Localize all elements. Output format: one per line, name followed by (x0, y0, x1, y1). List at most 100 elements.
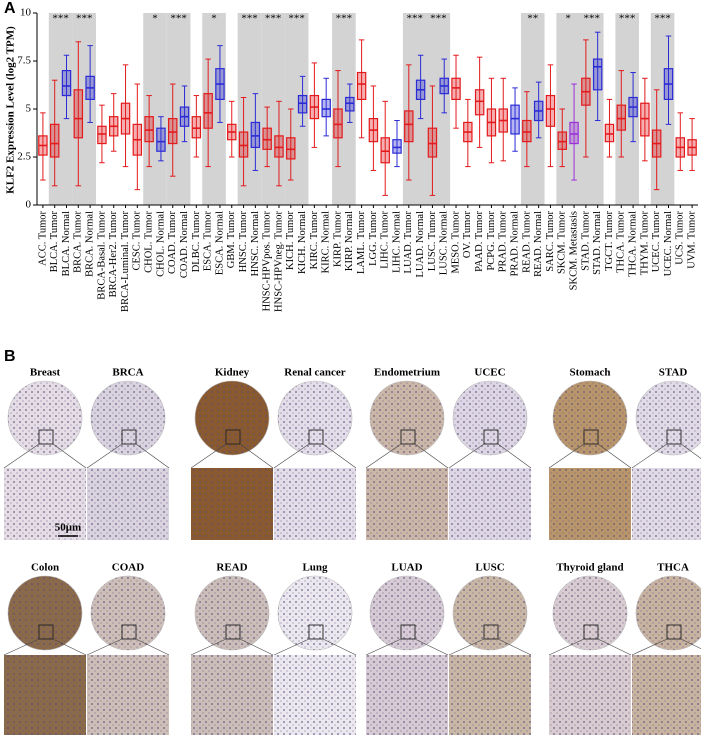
tissue-texture (91, 576, 165, 650)
x-tick-label: BRCA-Her2. Tumor (108, 211, 119, 298)
zoom-connector (3, 443, 40, 469)
x-tick-label: PRAD. Tumor (498, 211, 509, 273)
box (451, 77, 461, 100)
x-tick-label: KIRP. Tumor (332, 211, 343, 268)
x-tick-label: UCS. Tumor (675, 211, 686, 265)
x-tick-label: UCEC. Tumor (651, 211, 662, 273)
box (168, 117, 178, 145)
y-tick-label: 7.5 (17, 55, 31, 67)
scale-bar-label: 50μm (55, 522, 81, 534)
box (144, 116, 154, 143)
zoom-box (225, 624, 241, 640)
zoom-box (666, 429, 682, 445)
significance-shade (48, 13, 73, 205)
zoom-box (666, 624, 682, 640)
tissue-label: Renal cancer (284, 367, 346, 379)
box (274, 135, 284, 158)
box (545, 94, 556, 127)
zoom-texture (87, 655, 169, 735)
x-tick-label: READ. Normal (533, 211, 544, 277)
x-tick-label: HNSC-HPVneg. Tumor (273, 211, 284, 312)
zoom-connector (631, 443, 668, 469)
x-tick-label: BLCA. Normal (61, 211, 72, 276)
x-tick-label: HNSC-HPVpos. Tumor (262, 211, 273, 312)
x-tick-label: HNSC. Tumor (238, 211, 249, 273)
zoom-connector (190, 638, 227, 656)
x-tick-label: CHOL. Normal (155, 211, 166, 277)
x-tick-label: UVM. Tumor (687, 211, 698, 269)
box (404, 110, 414, 143)
tissue-texture (195, 576, 269, 650)
zoom-connector (414, 443, 449, 469)
zoom-connector (497, 638, 532, 656)
x-tick-label: COAD. Tumor (167, 211, 178, 275)
x-tick-label: BRCA-Luminal. Tumor (120, 210, 131, 311)
zoom-texture (449, 468, 531, 540)
x-tick-label: ESCA. Tumor (203, 210, 214, 271)
zoom-box (583, 624, 599, 640)
box (49, 123, 60, 158)
zoom-texture (4, 468, 86, 540)
box (262, 127, 272, 150)
y-tick-label: 10 (20, 7, 32, 19)
box (427, 127, 438, 158)
box (592, 58, 603, 91)
tissue-texture (8, 381, 82, 455)
tissue-label: LUSC (475, 562, 504, 574)
significance-label: ** (527, 13, 538, 25)
y-tick-label: 2.5 (17, 151, 31, 163)
tissue-label: LUAD (391, 562, 422, 574)
significance-label: *** (619, 13, 636, 25)
x-tick-label: SKCM. Tumor (557, 210, 568, 274)
zoom-connector (322, 443, 357, 469)
tissue-label: COAD (112, 562, 144, 574)
x-tick-label: SKCM. Metastasis (568, 211, 579, 290)
significance-shade (402, 13, 427, 205)
zoom-box (308, 429, 324, 445)
zoom-connector (52, 638, 87, 656)
zoom-box (121, 624, 137, 640)
x-tick-label: LUSC. Normal (439, 211, 450, 275)
significance-label: *** (241, 13, 258, 25)
x-tick-label: DLBC. Tumor (191, 211, 202, 273)
box (616, 104, 627, 131)
zoom-box (38, 429, 54, 445)
x-tick-label: SARC. Tumor (545, 211, 556, 272)
zoom-connector (322, 638, 357, 656)
panel-label: A (4, 0, 16, 17)
tissue-label: BRCA (112, 367, 143, 379)
zoom-connector (135, 638, 170, 656)
tissue-label: Colon (31, 562, 59, 574)
x-tick-label: ACC. Tumor (37, 210, 48, 265)
zoom-texture (549, 468, 631, 540)
x-tick-label: BRCA. Tumor (73, 211, 84, 273)
x-tick-label: ESCA. Normal (214, 211, 225, 275)
tissue-texture (370, 576, 444, 650)
tissue-label: THCA (657, 562, 689, 574)
box (604, 123, 615, 143)
x-tick-label: KIRP. Normal (344, 211, 355, 271)
zoom-box (308, 624, 324, 640)
x-tick-label: PRAD. Normal (509, 211, 520, 276)
tissue-label: UCEC (474, 367, 505, 379)
significance-shade (143, 13, 167, 205)
zoom-connector (273, 443, 310, 469)
zoom-connector (135, 443, 170, 469)
x-tick-label: KICH. Normal (297, 211, 308, 274)
box (557, 131, 567, 150)
significance-label: *** (584, 13, 601, 25)
zoom-box (225, 429, 241, 445)
x-tick-label: KICH. Tumor (285, 210, 296, 269)
box (380, 137, 390, 164)
y-tick-label: 0 (26, 199, 32, 211)
x-tick-label: STAD. Normal (592, 211, 603, 275)
box (61, 69, 72, 97)
zoom-box (583, 429, 599, 445)
x-tick-label: TGCT. Tumor (604, 210, 615, 270)
zoom-texture (274, 468, 356, 540)
x-tick-label: HNSC. Normal (250, 211, 261, 276)
zoom-connector (448, 638, 485, 656)
tissue-label: Thyroid gland (556, 562, 623, 574)
tissue-texture (278, 381, 352, 455)
zoom-connector (680, 638, 701, 650)
